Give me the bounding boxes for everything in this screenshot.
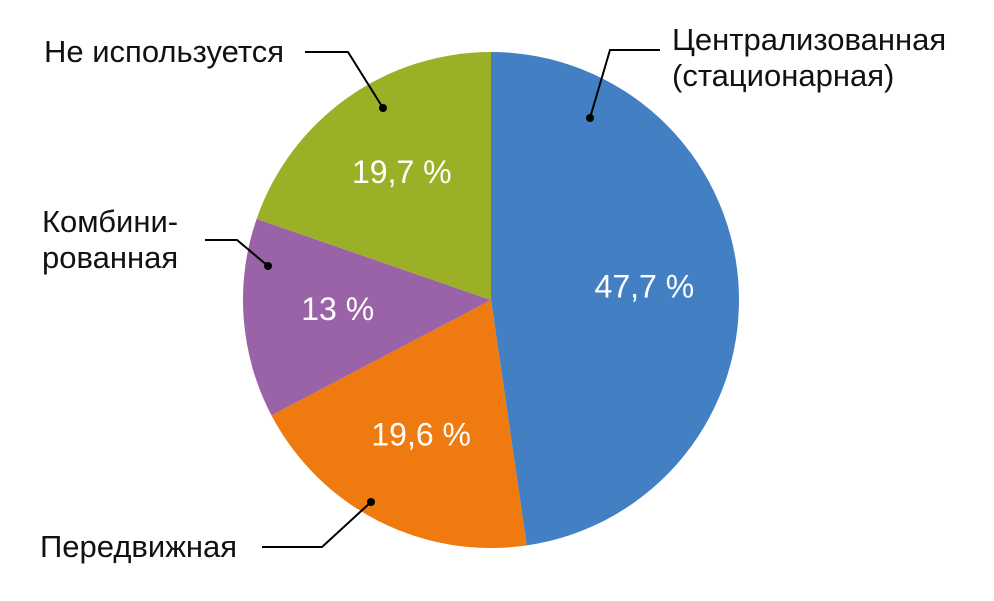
value-label: 47,7 % [595,268,695,304]
pie-slice [256,52,491,300]
pie-slice [491,52,739,546]
category-label: Не используется [44,34,285,69]
leader-line [305,51,384,109]
leader-line [205,239,269,267]
slices [243,52,739,548]
leader-line [589,49,660,119]
value-label: 13 % [301,291,374,327]
pie-slice [243,218,491,416]
leader-line [262,501,372,548]
category-label: Комбини- рованная [42,204,179,275]
category-label: Централизованная (стационарная) [672,22,947,93]
leader-dot [264,262,272,270]
category-label: Передвижная [40,529,238,564]
pie-slice [271,300,527,548]
value-label: 19,6 % [371,416,471,452]
leader-dot [586,114,594,122]
leader-dot [379,104,387,112]
value-label: 19,7 % [352,154,452,190]
leader-dot [367,498,375,506]
